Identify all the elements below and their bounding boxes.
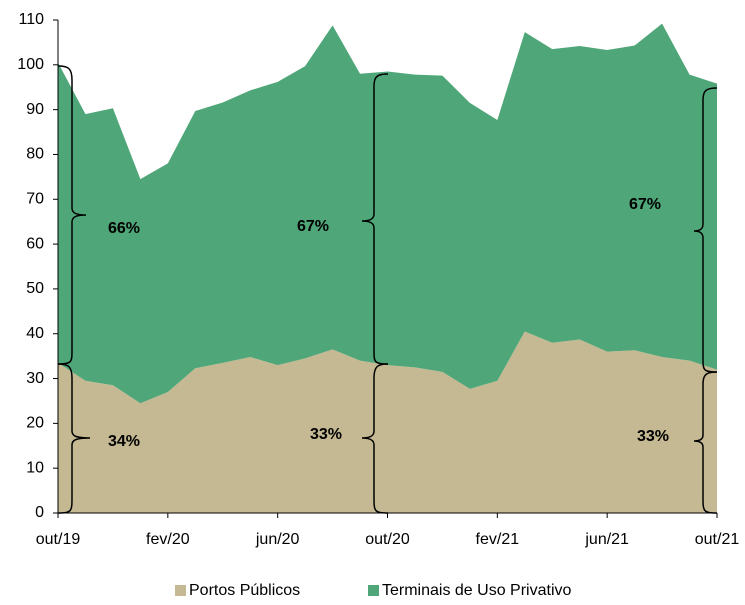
- y-tick-label: 50: [26, 280, 44, 297]
- legend-swatch: [175, 585, 186, 596]
- y-tick-label: 90: [26, 101, 44, 118]
- braces: [57, 65, 718, 514]
- y-tick-label: 100: [17, 56, 44, 73]
- annotation: 67%: [297, 218, 329, 235]
- y-tick-label: 10: [26, 459, 44, 476]
- x-tick-label: fev/20: [146, 531, 190, 548]
- x-tick-label: jun/20: [255, 531, 300, 548]
- brace: [361, 73, 389, 365]
- y-tick-label: 30: [26, 370, 44, 387]
- legend-swatch: [368, 585, 379, 596]
- brace: [361, 363, 389, 514]
- x-tick-label: jun/21: [584, 531, 629, 548]
- annotation: 34%: [108, 433, 140, 450]
- x-tick-label: out/19: [36, 531, 81, 548]
- brace: [57, 363, 91, 514]
- area: [58, 23, 717, 404]
- y-tick-label: 0: [35, 504, 44, 521]
- y-tick-label: 20: [26, 415, 44, 432]
- area: [58, 331, 717, 513]
- y-tick-label: 80: [26, 146, 44, 163]
- annotation: 33%: [637, 428, 669, 445]
- plot-area: [58, 23, 717, 513]
- y-tick-label: 60: [26, 235, 44, 252]
- brace: [57, 65, 87, 365]
- brace: [693, 87, 718, 373]
- y-tick-label: 70: [26, 190, 44, 207]
- annotation: 67%: [629, 196, 661, 213]
- x-tick-label: fev/21: [476, 531, 520, 548]
- legend-label: Terminais de Uso Privativo: [382, 582, 572, 599]
- x-tick-label: out/21: [695, 531, 740, 548]
- brace: [693, 371, 718, 514]
- y-tick-label: 40: [26, 325, 44, 342]
- x-tick-label: out/20: [365, 531, 410, 548]
- y-tick-label: 110: [18, 11, 44, 28]
- annotation: 66%: [108, 220, 140, 237]
- annotation: 33%: [310, 426, 342, 443]
- legend-label: Portos Públicos: [189, 582, 300, 599]
